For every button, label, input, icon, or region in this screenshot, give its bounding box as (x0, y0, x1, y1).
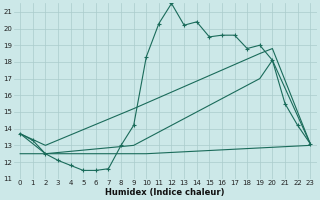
X-axis label: Humidex (Indice chaleur): Humidex (Indice chaleur) (106, 188, 225, 197)
